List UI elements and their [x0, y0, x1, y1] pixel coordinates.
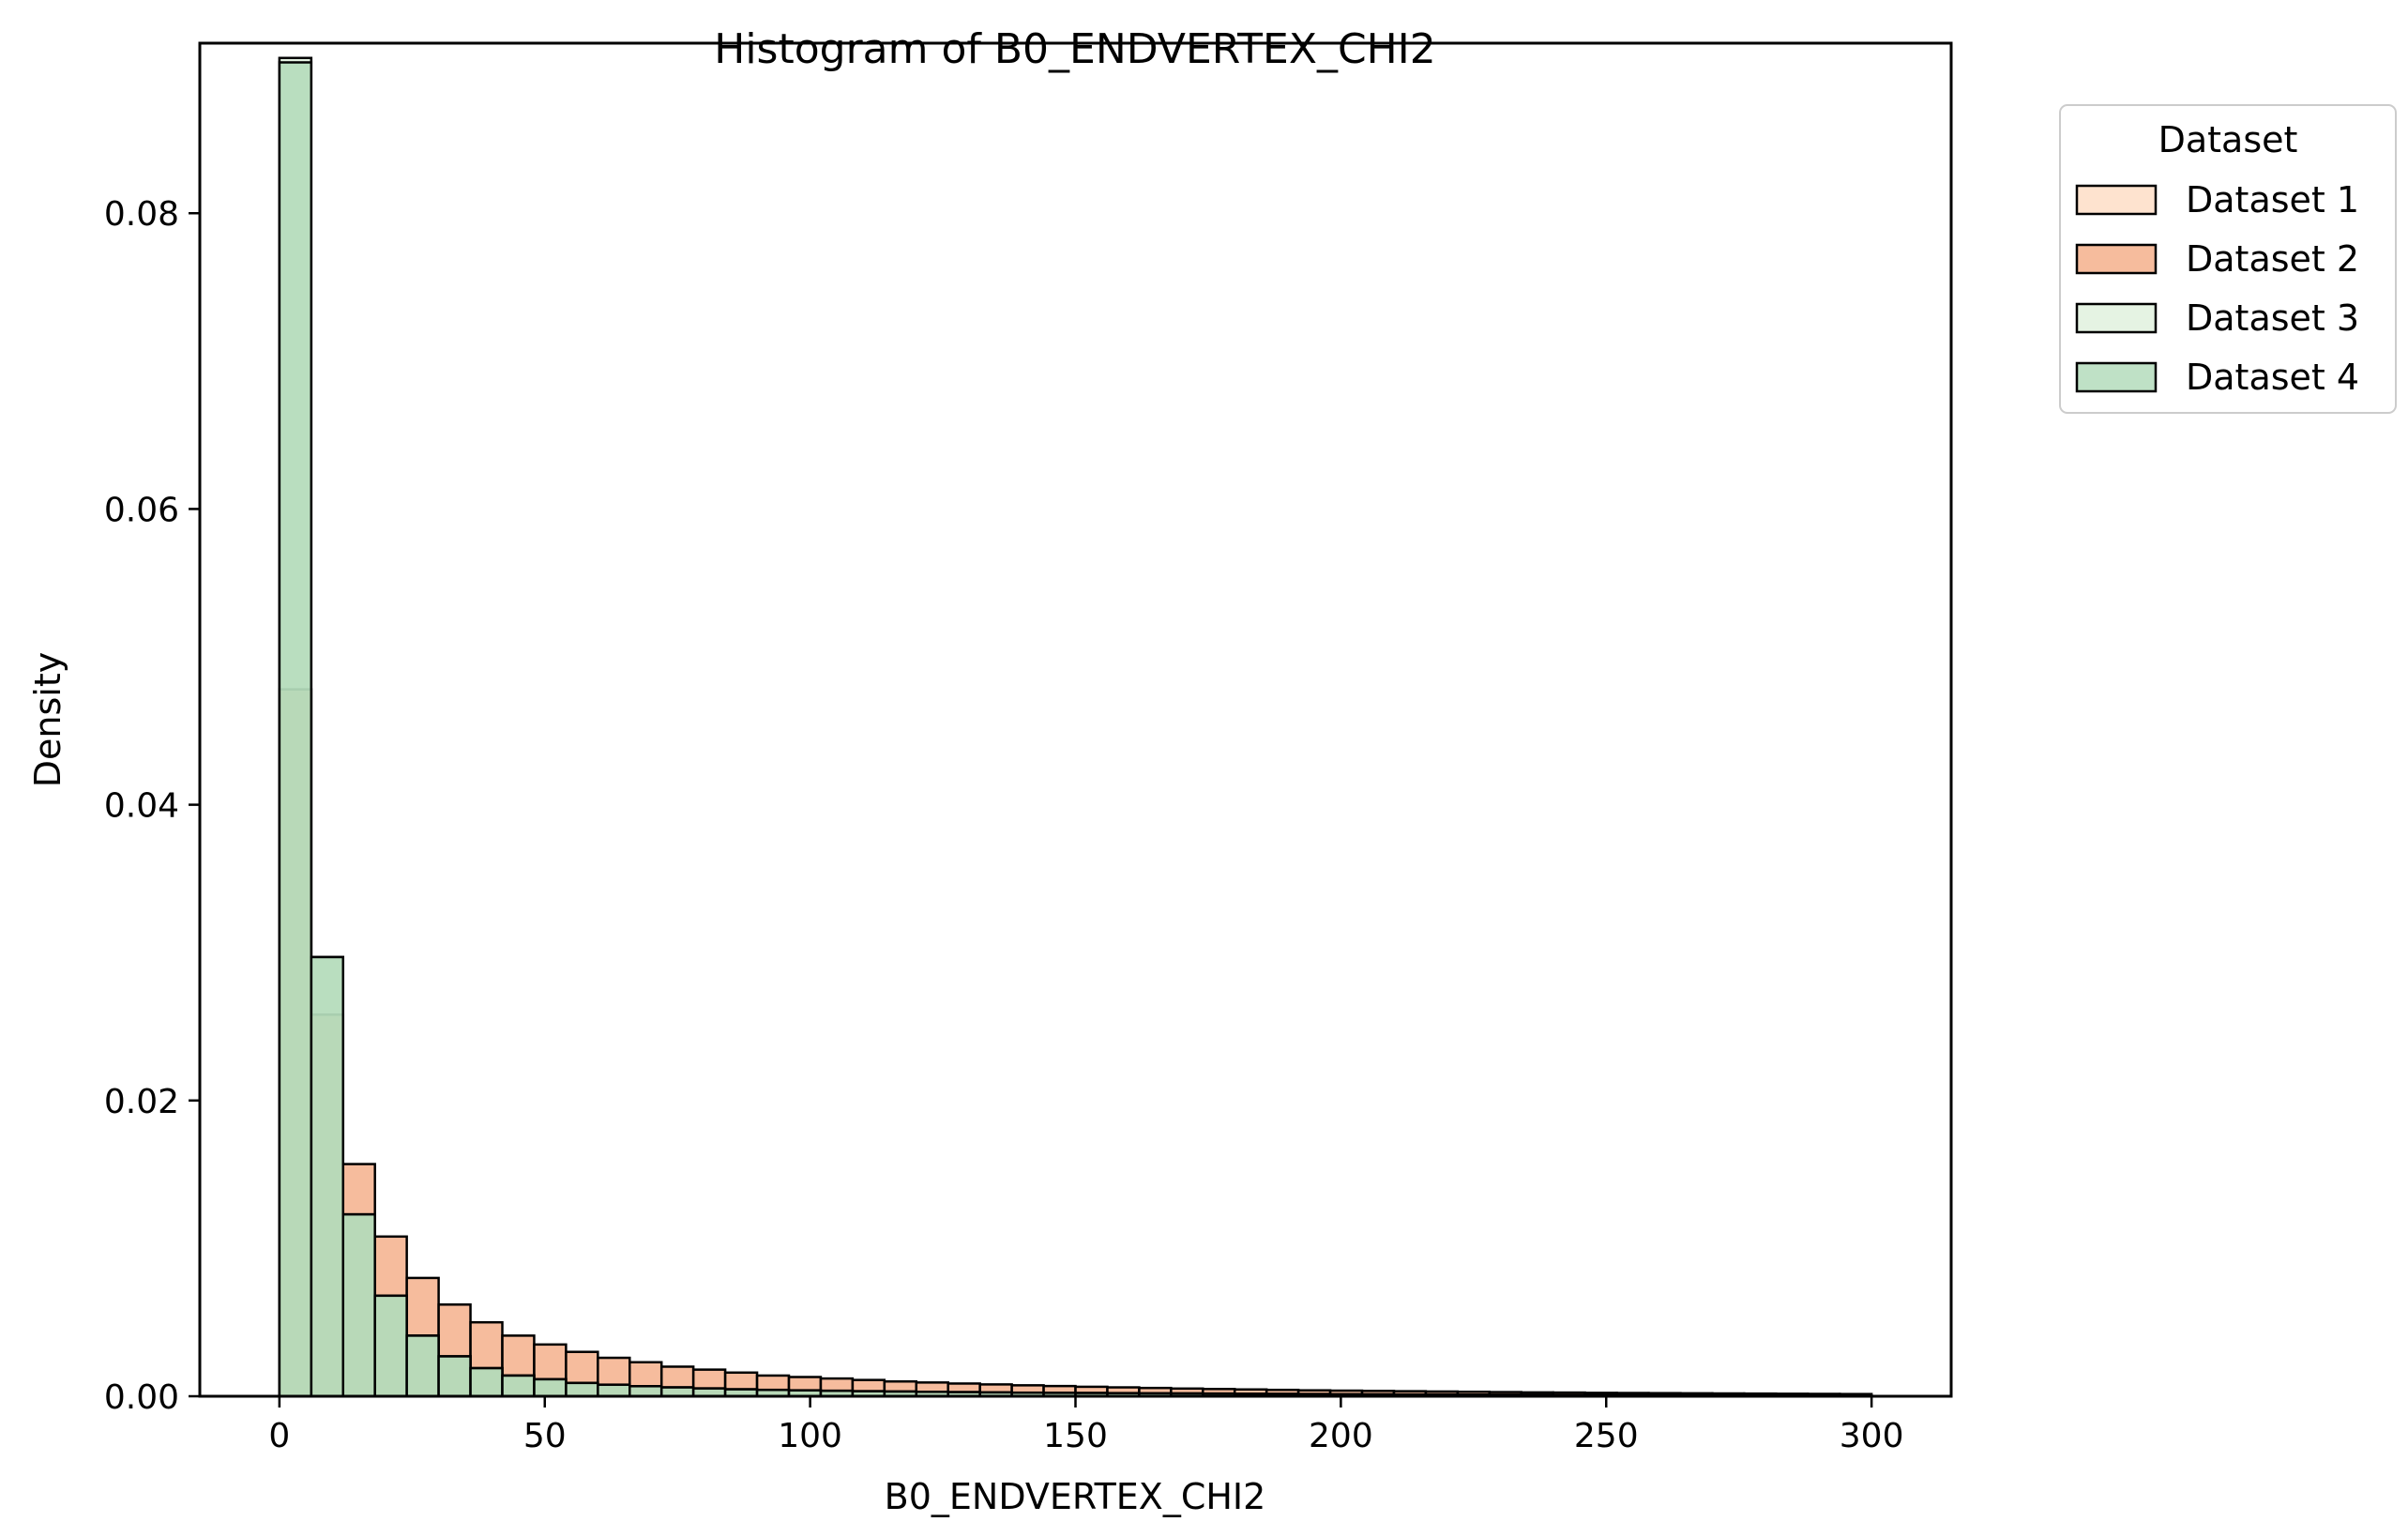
histogram-bar — [373, 1294, 408, 1398]
histogram-bar — [437, 1355, 472, 1398]
histogram-bar — [405, 1334, 440, 1398]
legend-entry: Dataset 2 — [2075, 238, 2359, 280]
x-tick-label: 150 — [1043, 1417, 1108, 1455]
y-tick-label: 0.06 — [104, 491, 179, 529]
legend-label: Dataset 1 — [2186, 179, 2359, 221]
legend-swatch — [2075, 361, 2158, 393]
histogram-bar — [597, 1383, 631, 1398]
legend-label: Dataset 2 — [2186, 238, 2359, 280]
histogram-bar — [341, 1212, 376, 1398]
x-axis-ticks: 0 50 100 150 200 250 300 — [268, 1396, 1903, 1455]
histogram-bar — [533, 1377, 568, 1398]
legend-entry: Dataset 1 — [2075, 179, 2359, 221]
x-tick-label: 0 — [268, 1417, 290, 1455]
x-tick-label: 250 — [1574, 1417, 1639, 1455]
legend-swatch — [2075, 243, 2158, 275]
chart-title: Histogram of B0_ENDVERTEX_CHI2 — [714, 25, 1436, 73]
legend-entries: Dataset 1 Dataset 2 Dataset 3 Dataset 4 — [2075, 179, 2359, 398]
y-tick-label: 0.02 — [104, 1083, 179, 1121]
y-tick-label: 0.04 — [104, 787, 179, 826]
y-axis-ticks: 0.00 0.02 0.04 0.06 0.08 — [104, 195, 200, 1417]
x-axis-label: B0_ENDVERTEX_CHI2 — [885, 1476, 1266, 1517]
y-axis-label: Density — [27, 652, 68, 787]
legend-entry: Dataset 4 — [2075, 357, 2359, 398]
x-tick-label: 200 — [1309, 1417, 1373, 1455]
histogram-bar — [469, 1366, 504, 1398]
histogram-bar — [501, 1374, 536, 1398]
x-tick-label: 100 — [778, 1417, 842, 1455]
histogram-bar — [565, 1381, 599, 1398]
legend-frame — [2059, 104, 2397, 414]
legend-label: Dataset 4 — [2186, 357, 2359, 398]
x-tick-label: 300 — [1840, 1417, 1904, 1455]
legend-title: Dataset — [2158, 119, 2298, 160]
y-tick-label: 0.00 — [104, 1378, 179, 1417]
legend-entry: Dataset 3 — [2075, 297, 2359, 339]
histogram-bars — [278, 56, 1873, 1398]
x-tick-label: 50 — [523, 1417, 567, 1455]
legend-swatch — [2075, 184, 2158, 216]
histogram-bar — [310, 955, 345, 1398]
legend-label: Dataset 3 — [2186, 297, 2359, 339]
histogram-bar — [629, 1385, 663, 1398]
legend-swatch — [2075, 302, 2158, 334]
y-tick-label: 0.08 — [104, 195, 179, 234]
histogram-bar — [278, 61, 313, 1398]
